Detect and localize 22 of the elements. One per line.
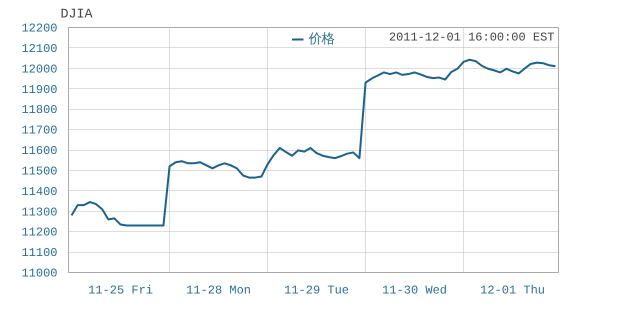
- legend-label: 价格: [308, 31, 334, 48]
- y-tick-label: 12100: [21, 42, 58, 56]
- x-tick-label: 12-01 Thu: [480, 284, 545, 298]
- y-tick-label: 11600: [21, 144, 58, 158]
- y-tick-label: 11100: [21, 246, 58, 260]
- y-tick-label: 11700: [21, 124, 58, 138]
- y-tick-label: 11300: [21, 205, 58, 220]
- line-series: [70, 58, 556, 227]
- y-tick-label: 11000: [21, 266, 58, 280]
- y-tick-label: 11500: [21, 164, 58, 178]
- y-tick-label: 12000: [21, 62, 58, 76]
- y-tick-label: 11200: [21, 226, 58, 240]
- y-tick-label: 11800: [21, 103, 58, 118]
- x-tick-label: 11-29 Tue: [284, 284, 349, 298]
- x-tick-label: 11-28 Mon: [186, 284, 251, 298]
- y-tick-label: 12200: [21, 22, 58, 36]
- x-tick-label: 11-30 Wed: [382, 284, 447, 298]
- x-tick-label: 11-25 Fri: [88, 284, 153, 298]
- y-tick-label: 11400: [21, 184, 58, 199]
- chart-title: DJIA: [60, 8, 92, 22]
- y-tick-label: 11900: [21, 82, 58, 97]
- annotation: 2011-12-01 16:00:00 EST: [388, 30, 555, 44]
